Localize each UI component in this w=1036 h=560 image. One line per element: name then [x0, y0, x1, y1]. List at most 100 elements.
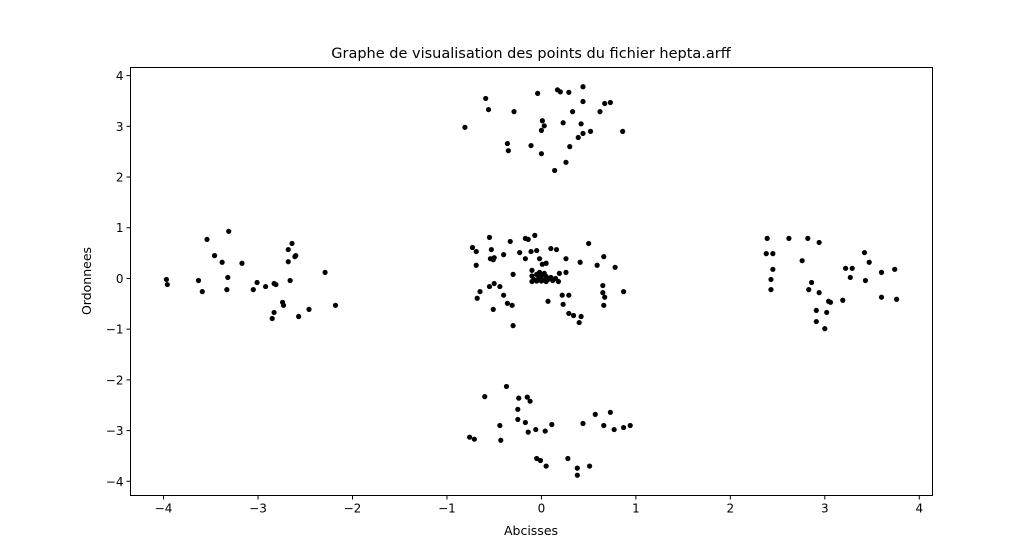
data-point — [163, 276, 169, 283]
data-point — [621, 424, 627, 431]
x-tick-label: 2 — [727, 502, 735, 516]
data-point — [607, 409, 613, 415]
data-point — [764, 235, 770, 241]
data-point — [763, 251, 769, 257]
data-point — [287, 277, 293, 284]
data-point — [510, 323, 516, 329]
data-point — [545, 298, 551, 304]
data-point — [537, 457, 544, 464]
data-point — [525, 429, 531, 435]
data-point — [601, 302, 607, 308]
data-point — [542, 428, 548, 434]
chart-title: Graphe de visualisation des points du fi… — [331, 46, 731, 62]
data-point — [224, 287, 230, 293]
data-point — [507, 238, 513, 245]
data-point — [553, 246, 560, 253]
data-point — [580, 420, 586, 427]
data-point — [576, 319, 582, 326]
data-point — [332, 302, 339, 308]
data-point — [567, 144, 573, 150]
data-point — [529, 278, 535, 285]
data-point — [563, 269, 569, 275]
x-tick-label: −4 — [155, 502, 173, 516]
x-axis-label: Abcisses — [504, 523, 558, 538]
data-point — [322, 269, 328, 275]
data-point — [529, 267, 535, 273]
data-point — [824, 309, 830, 316]
data-point — [552, 275, 559, 282]
data-point — [195, 277, 202, 284]
data-point — [528, 248, 534, 255]
y-tick-label: −3 — [106, 424, 124, 438]
data-point — [483, 95, 489, 102]
data-point — [574, 465, 580, 471]
data-point — [504, 140, 511, 147]
data-point — [538, 127, 545, 133]
data-point — [580, 98, 586, 105]
data-point — [490, 257, 496, 263]
data-point — [770, 251, 776, 257]
data-point — [878, 294, 885, 300]
data-point — [822, 326, 828, 332]
y-tick-label: 0 — [116, 272, 124, 286]
data-point — [515, 416, 521, 423]
y-tick-label: 4 — [116, 69, 124, 83]
data-point — [601, 422, 607, 429]
data-point — [566, 310, 572, 317]
data-point — [525, 236, 531, 243]
data-point — [534, 247, 540, 254]
data-point — [539, 118, 545, 124]
data-point — [627, 422, 633, 429]
y-tick-label: 3 — [116, 120, 124, 134]
x-tick-label: 0 — [538, 502, 546, 516]
data-point — [586, 463, 593, 469]
x-tick-label: −3 — [249, 502, 267, 516]
data-point — [501, 292, 507, 298]
data-point — [509, 302, 515, 308]
data-point — [497, 283, 503, 290]
data-point — [621, 289, 627, 295]
x-tick-label: 1 — [632, 502, 640, 516]
x-tick-label: −2 — [344, 502, 362, 516]
data-point — [861, 249, 868, 256]
data-point — [285, 259, 291, 265]
data-point — [569, 109, 576, 115]
data-point — [517, 249, 523, 256]
data-point — [894, 296, 900, 302]
data-point — [485, 106, 492, 113]
data-point — [269, 315, 275, 322]
data-point — [847, 274, 853, 281]
data-point — [862, 277, 869, 284]
data-point — [600, 282, 606, 289]
data-point — [580, 84, 586, 90]
y-tick-label: −4 — [106, 475, 124, 489]
data-point — [541, 270, 547, 276]
data-point — [273, 281, 279, 288]
data-point — [486, 234, 493, 240]
data-point — [578, 121, 584, 127]
data-point — [505, 148, 511, 154]
data-point — [164, 281, 170, 288]
data-point — [250, 287, 256, 293]
data-point — [592, 411, 598, 417]
data-point — [497, 422, 503, 429]
data-point — [549, 421, 555, 428]
y-axis-label: Ordonnees — [79, 247, 94, 315]
data-point — [536, 256, 543, 262]
data-point — [471, 436, 477, 442]
data-point — [467, 434, 473, 440]
data-point — [524, 394, 530, 400]
data-point — [560, 301, 566, 307]
data-point — [842, 265, 849, 271]
y-tick-label: −1 — [106, 323, 124, 337]
data-point — [586, 240, 592, 247]
data-point — [503, 383, 510, 390]
data-point — [559, 292, 565, 298]
y-tick-label: −2 — [106, 373, 124, 387]
data-point — [469, 244, 476, 251]
data-point — [878, 269, 885, 275]
data-point — [516, 395, 522, 401]
data-point — [491, 280, 497, 287]
data-point — [840, 297, 846, 303]
data-point — [535, 90, 541, 96]
